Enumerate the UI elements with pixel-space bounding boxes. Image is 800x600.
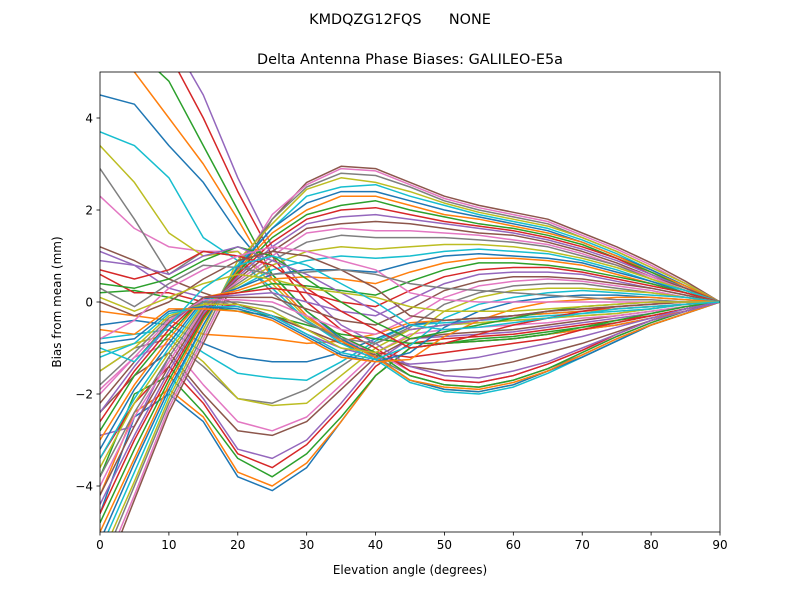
series-line-s07	[100, 301, 720, 432]
y-tick-label: −4	[75, 480, 93, 494]
x-axis-label: Elevation angle (degrees)	[333, 563, 487, 577]
series-line-s27	[118, 167, 720, 532]
chart-title: Delta Antenna Phase Biases: GALILEO-E5a	[257, 52, 563, 68]
x-tick-label: 60	[506, 538, 521, 552]
x-tick-label: 90	[712, 538, 727, 552]
y-axis-ticks: −4 −2 0 2 4	[75, 112, 100, 494]
series-line-s51	[100, 294, 720, 363]
series-line-s29	[111, 177, 720, 532]
x-axis-ticks: 0 10 20 30 40 50 60 70 80 90	[96, 532, 728, 552]
y-tick-label: 2	[85, 204, 93, 218]
y-axis-label: Bias from mean (mm)	[50, 236, 64, 367]
figure-suptitle: KMDQZG12FQS NONE	[309, 12, 491, 28]
series-line-s25	[189, 72, 720, 379]
x-tick-label: 50	[437, 538, 452, 552]
series-line-s52	[100, 296, 720, 363]
series-line-s57	[100, 246, 720, 340]
series-line-s47	[100, 278, 720, 395]
series-line-s34	[100, 206, 720, 514]
x-tick-label: 80	[643, 538, 658, 552]
x-tick-label: 20	[230, 538, 245, 552]
series-line-s22	[132, 72, 720, 391]
y-tick-label: 4	[85, 112, 93, 126]
series-line-s32	[100, 195, 720, 532]
series-line-s59	[100, 273, 720, 312]
series-line-s36	[100, 220, 720, 496]
series-line-s26	[120, 165, 720, 532]
series-line-s35	[100, 213, 720, 505]
series-line-s23	[157, 72, 720, 388]
series-line-s58	[100, 264, 720, 308]
x-tick-label: 30	[299, 538, 314, 552]
series-line-s60	[100, 255, 720, 363]
x-tick-label: 0	[96, 538, 104, 552]
series-layer	[100, 72, 720, 532]
series-line-s46	[100, 275, 720, 404]
x-tick-label: 10	[161, 538, 176, 552]
x-tick-label: 70	[575, 538, 590, 552]
y-tick-label: 0	[85, 296, 93, 310]
x-tick-label: 40	[368, 538, 383, 552]
series-line-s49	[100, 287, 720, 372]
series-line-s56	[100, 250, 720, 322]
y-tick-label: −2	[75, 388, 93, 402]
series-line-s48	[100, 282, 720, 386]
